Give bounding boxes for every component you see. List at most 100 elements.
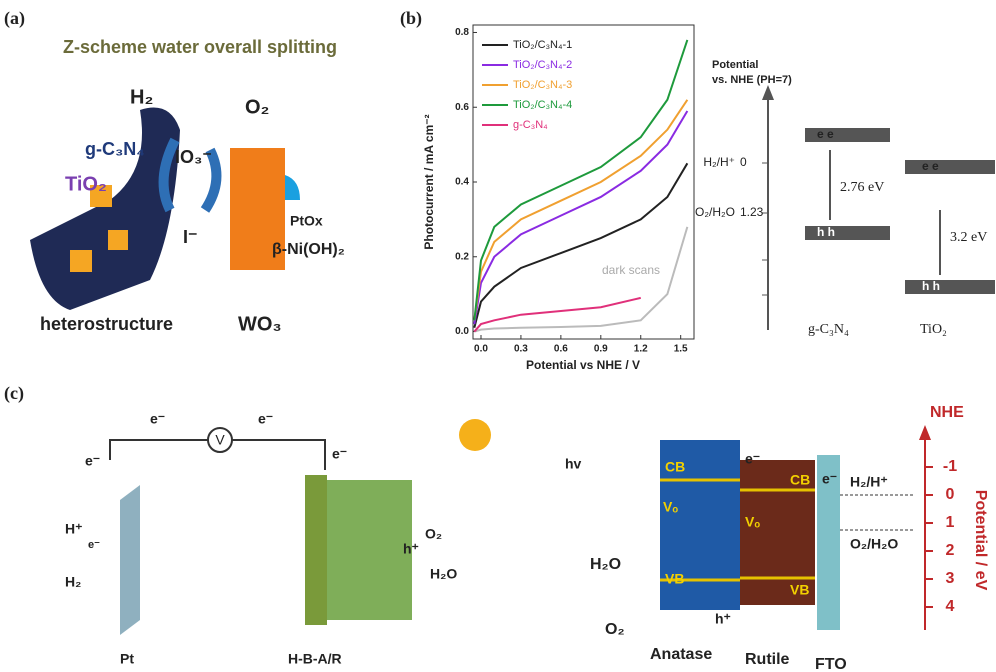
label: TiO₂ [920,322,947,337]
label: Pt [120,651,134,667]
label: g-C₃N₄ [808,322,849,337]
cube [70,250,92,272]
sun [459,419,491,451]
gap: 3.2 eV [950,230,987,245]
label: H₂O [430,566,457,582]
label: H-B-A/R [288,651,342,667]
level-label: H₂/H⁺ [703,155,735,169]
electrode [305,475,327,625]
figure: (a) (b) (c) Z-scheme water overall split… [0,0,996,672]
x-tick-label: 1.5 [674,344,688,355]
level-label: O₂/H₂O [695,205,735,219]
x-tick-label: 0.0 [474,344,488,355]
legend-label: TiO₂/C₃N₄-1 [513,39,572,51]
nhe-tick-label: 0 [946,486,955,503]
vb-tio2 [905,280,995,294]
x-tick-label: 0.3 [514,344,528,355]
label: e⁻ [745,451,760,467]
label: H₂ [130,86,153,108]
panel-label: (a) [4,8,25,29]
nanorods [327,480,412,620]
data-line [474,100,687,321]
label: CB [790,472,810,488]
chart: Potential vs NHE / V Photocurrent / mA c… [422,25,694,372]
x-tick-label: 0.6 [554,344,568,355]
label: IO₃⁻ [175,147,212,167]
level-value: 0 [740,155,747,169]
label: H₂/H⁺ [850,474,888,490]
label: H₂ [65,574,81,590]
label: e⁻ [150,411,165,427]
annotation: dark scans [602,263,660,277]
holes: h h [922,279,940,293]
label: PtOx [290,213,323,229]
label: Anatase [650,646,712,663]
label: Vₒ [745,514,760,530]
arrow-head [762,85,774,100]
label: e⁻ [822,471,837,487]
label: V [215,432,225,448]
y-tick-label: 0.2 [455,251,469,262]
nhe-tick-label: 4 [946,598,955,615]
label: hv [565,456,582,472]
nhe-tick-label: 2 [946,542,955,559]
label: H₂O [590,556,621,573]
y-tick-label: 0.4 [455,177,469,188]
plot-frame [473,25,694,339]
label: TiO₂ [65,173,107,195]
wire [110,440,210,460]
label: O₂ [245,96,269,118]
cube [108,230,128,250]
legend-label: TiO₂/C₃N₄-4 [513,99,572,111]
panel-c: V e⁻ e⁻ e⁻ e⁻ H⁺ e⁻ H₂ O₂ h⁺ H₂O Pt H-B-… [65,404,989,672]
label: g-C₃N₄ [85,139,145,159]
label: Rutile [745,651,790,668]
nhe-tick-label: -1 [943,458,957,475]
y-tick-label: 0.0 [455,326,469,337]
y-tick-label: 0.6 [455,102,469,113]
ptox [285,175,300,200]
panel-a: Z-scheme water overall splitting H₂ O₂ g… [30,37,345,336]
label: I⁻ [183,227,198,247]
label: heterostructure [40,314,173,334]
label: Vₒ [663,499,678,515]
label: VB [665,571,684,587]
label: WO₃ [238,313,282,335]
label: FTO [815,656,847,672]
electrons: e e [817,127,834,141]
wire [230,440,325,470]
x-tick-label: 0.9 [594,344,608,355]
electrons: e e [922,159,939,173]
x-axis-label: Potential vs NHE / V [526,358,640,372]
nhe-tick-label: 1 [946,514,955,531]
nhe-tick-label: 3 [946,570,955,587]
label: h⁺ [403,541,419,557]
pt-plate [120,485,140,635]
level-value: 1.23 [740,205,764,219]
legend-label: TiO₂/C₃N₄-3 [513,79,572,91]
label: H⁺ [65,521,83,537]
legend-label: TiO₂/C₃N₄-2 [513,59,572,71]
label: O₂ [605,621,625,638]
title: Z-scheme water overall splitting [63,37,337,57]
cb-tio2 [905,160,995,174]
arrow-head [919,425,931,440]
label: Potential / eV [972,490,989,591]
y-axis-label: Photocurrent / mA cm⁻² [422,114,436,249]
label: O₂/H₂O [850,536,898,552]
label: h⁺ [715,611,731,627]
label: VB [790,582,809,598]
label: β-Ni(OH)₂ [272,241,345,258]
label: e⁻ [332,446,347,462]
panel-label: (c) [4,383,24,404]
label: NHE [930,404,964,421]
gap: 2.76 eV [840,180,884,195]
label: e⁻ [258,411,273,427]
y-tick-label: 0.8 [455,27,469,38]
label: O₂ [425,526,442,542]
label: CB [665,459,685,475]
panel-label: (b) [400,8,422,29]
label: e⁻ [88,539,100,551]
